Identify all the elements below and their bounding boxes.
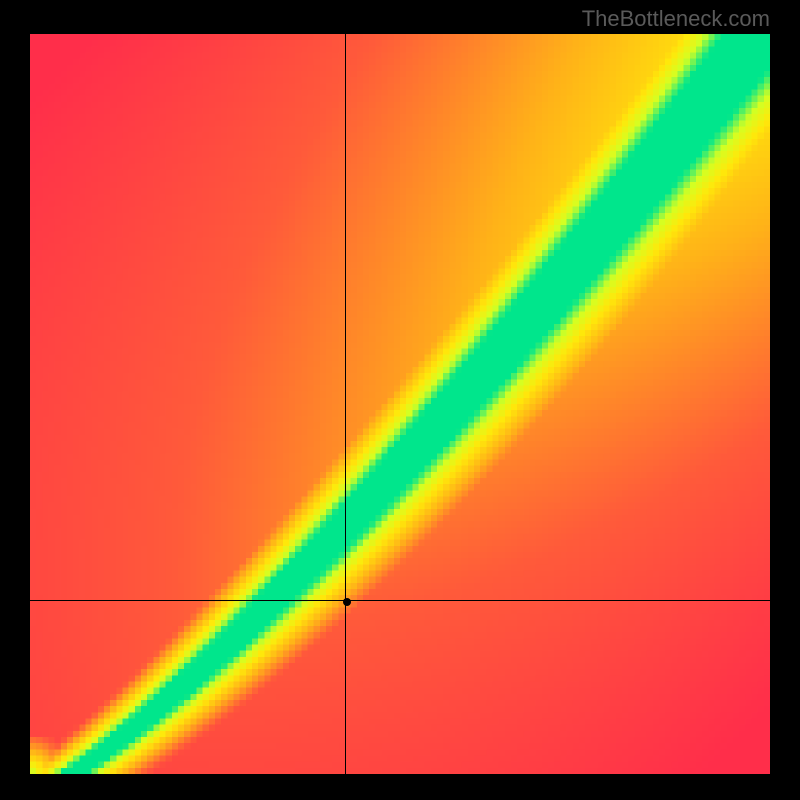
crosshair-horizontal <box>30 600 770 601</box>
crosshair-marker <box>343 598 351 606</box>
heatmap-canvas <box>30 34 770 774</box>
watermark-text: TheBottleneck.com <box>582 6 770 32</box>
crosshair-vertical <box>345 34 346 774</box>
heatmap-plot <box>30 34 770 774</box>
